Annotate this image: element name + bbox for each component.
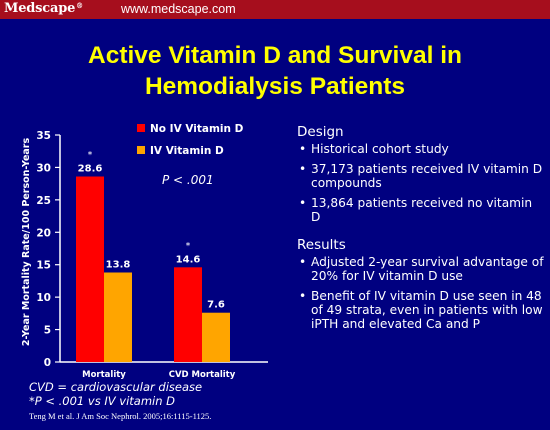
results-heading: Results xyxy=(297,237,346,253)
bar xyxy=(174,267,202,362)
chart-axes: 0 5 10 15 20 25 30 35 xyxy=(36,130,268,369)
title-line-2: Hemodialysis Patients xyxy=(144,73,406,100)
bar xyxy=(202,312,230,362)
chart-data-labels: 28.6 * 13.8 Mortality 14.6 * 7.6 CVD Mortality xyxy=(78,151,236,380)
y-tick-label: 15 xyxy=(36,260,51,272)
significance-marker: * xyxy=(186,241,191,251)
chart-bars xyxy=(76,176,230,362)
title-line-1: Active Vitamin D and Survival in xyxy=(88,42,462,69)
design-heading: Design xyxy=(297,124,344,140)
site-url-link[interactable]: www.medscape.com xyxy=(121,2,236,16)
y-tick-label: 5 xyxy=(44,325,51,337)
medscape-header-bar: Medscape® www.medscape.com xyxy=(0,0,550,19)
design-list: Historical cohort study 37,173 patients … xyxy=(297,142,545,224)
results-bullet: Adjusted 2-year survival advantage of 20… xyxy=(297,255,545,283)
medscape-logo[interactable]: Medscape® xyxy=(4,1,83,16)
x-category-label: CVD Mortality xyxy=(169,370,236,380)
registered-mark: ® xyxy=(76,1,83,10)
bar xyxy=(76,176,104,362)
p-value-annotation: P < .001 xyxy=(162,173,214,187)
bar-value-label: 13.8 xyxy=(106,259,131,270)
bar-value-label: 28.6 xyxy=(78,164,103,175)
y-axis-label: 2-Year Mortality Rate/100 Person-Years xyxy=(21,138,32,347)
study-summary-panel: Design Historical cohort study 37,173 pa… xyxy=(297,125,545,337)
p-value-footnote: *P < .001 vs IV vitamin D xyxy=(29,394,176,408)
y-tick-label: 25 xyxy=(36,195,51,207)
bar-value-label: 7.6 xyxy=(207,300,225,311)
y-tick-label: 20 xyxy=(36,227,51,239)
y-tick-label: 10 xyxy=(36,292,51,304)
bar xyxy=(104,272,132,362)
slide-title: Active Vitamin D and Survival in Hemodia… xyxy=(0,40,550,102)
y-tick-label: 0 xyxy=(44,357,51,369)
legend-swatch xyxy=(137,124,145,132)
results-list: Adjusted 2-year survival advantage of 20… xyxy=(297,255,545,331)
citation: Teng M et al. J Am Soc Nephrol. 2005;16:… xyxy=(29,411,212,421)
cvd-footnote: CVD = cardiovascular disease xyxy=(29,380,203,394)
design-bullet: Historical cohort study xyxy=(297,142,545,156)
results-bullet: Benefit of IV vitamin D use seen in 48 o… xyxy=(297,289,545,331)
chart-footnotes: CVD = cardiovascular disease *P < .001 v… xyxy=(29,380,202,408)
chart-legend: No IV Vitamin D IV Vitamin D xyxy=(137,123,244,157)
legend-swatch xyxy=(137,146,145,154)
brand-name: Medscape xyxy=(4,1,76,16)
design-bullet: 37,173 patients received IV vitamin D co… xyxy=(297,162,545,190)
legend-label: IV Vitamin D xyxy=(150,145,224,157)
design-bullet: 13,864 patients received no vitamin D xyxy=(297,196,545,224)
legend-label: No IV Vitamin D xyxy=(150,123,244,135)
y-tick-label: 30 xyxy=(36,162,51,174)
significance-marker: * xyxy=(88,151,93,161)
x-category-label: Mortality xyxy=(82,370,126,380)
bar-value-label: 14.6 xyxy=(176,254,201,265)
y-tick-label: 35 xyxy=(36,130,51,142)
